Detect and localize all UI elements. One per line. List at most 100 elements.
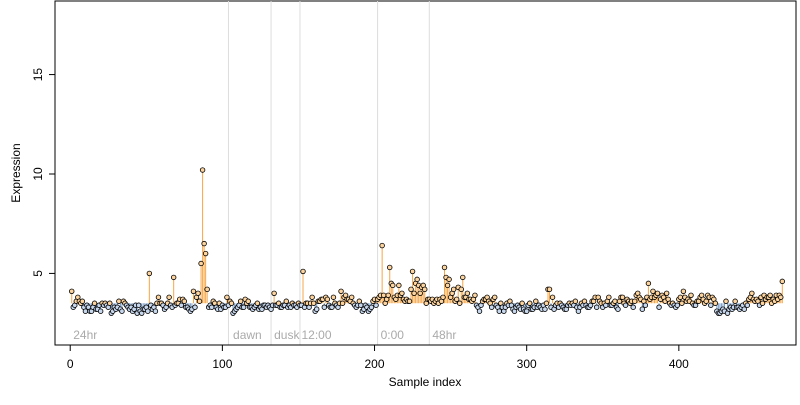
- data-point-204: [379, 242, 385, 249]
- data-point-312: [543, 300, 550, 306]
- data-point-15: [91, 300, 98, 306]
- data-point-33: [119, 308, 125, 314]
- data-point-232: [422, 286, 428, 293]
- data-point-364: [622, 302, 629, 308]
- data-point-141: [283, 298, 289, 304]
- data-point-102: [224, 294, 230, 300]
- x-axis-label: Sample index: [389, 375, 462, 389]
- data-point-442: [741, 306, 747, 312]
- data-point-200: [373, 302, 379, 308]
- data-point-51: [146, 270, 153, 277]
- data-point-459: [767, 292, 773, 298]
- region-label-3: 12:00: [301, 328, 331, 342]
- data-point-311: [542, 306, 548, 312]
- region-boundaries: [227, 1, 430, 345]
- data-point-244: [440, 294, 446, 300]
- data-point-400: [677, 294, 684, 300]
- data-point-0: [69, 288, 75, 295]
- data-point-57: [155, 294, 162, 300]
- data-point-105: [228, 300, 235, 306]
- data-point-85: [198, 260, 204, 267]
- data-point-222: [406, 298, 413, 304]
- data-point-133: [271, 290, 277, 297]
- data-point-25: [107, 300, 113, 306]
- data-point-345: [593, 304, 600, 310]
- data-point-225: [411, 290, 417, 297]
- data-point-385: [654, 290, 661, 297]
- data-point-268: [476, 308, 483, 314]
- data-point-113: [240, 304, 247, 310]
- region-label-5: 48hr: [432, 328, 456, 342]
- y-tick-label-2: 15: [31, 68, 45, 82]
- data-point-224: [409, 268, 416, 275]
- data-point-197: [368, 304, 375, 310]
- data-point-229: [417, 290, 423, 297]
- y-axis-label: Expression: [9, 143, 23, 202]
- region-label-0: 24hr: [73, 328, 97, 342]
- data-point-172: [330, 294, 337, 300]
- data-point-436: [732, 298, 738, 304]
- data-point-247: [444, 282, 451, 289]
- region-label-4: 0:00: [381, 328, 405, 342]
- data-point-74: [181, 298, 188, 304]
- data-point-420: [708, 302, 714, 308]
- data-point-316: [549, 294, 556, 300]
- data-point-251: [450, 286, 457, 293]
- data-point-7: [79, 298, 86, 304]
- data-point-227: [414, 276, 420, 283]
- data-point-278: [492, 294, 498, 300]
- data-point-50: [145, 308, 151, 314]
- y-tick-label-0: 5: [31, 270, 45, 277]
- data-point-331: [572, 298, 579, 304]
- data-point-357: [612, 298, 618, 304]
- data-point-205: [380, 292, 387, 298]
- data-point-401: [679, 300, 685, 306]
- data-point-184: [349, 294, 355, 300]
- data-point-359: [615, 306, 621, 312]
- data-point-265: [472, 292, 478, 298]
- data-point-87: [201, 240, 207, 247]
- data-point-208: [385, 292, 391, 298]
- data-point-255: [457, 300, 463, 306]
- data-point-301: [527, 300, 533, 306]
- data-point-80: [190, 288, 197, 295]
- data-point-256: [458, 286, 464, 293]
- data-point-281: [496, 308, 502, 314]
- data-point-466: [778, 294, 784, 300]
- x-axis: 0 100 200 300 400: [67, 344, 689, 371]
- x-tick-label-2: 200: [365, 357, 385, 371]
- data-point-55: [152, 308, 159, 314]
- data-points: [69, 167, 786, 316]
- data-point-377: [642, 302, 649, 308]
- data-point-217: [399, 290, 405, 297]
- data-point-417: [703, 298, 709, 304]
- deviation-stems: [71, 170, 783, 314]
- data-point-166: [321, 304, 328, 310]
- data-point-122: [254, 300, 261, 306]
- data-point-88: [202, 250, 209, 257]
- data-point-299: [523, 308, 530, 314]
- data-point-72: [178, 302, 184, 308]
- data-point-447: [749, 290, 755, 297]
- data-point-379: [645, 280, 652, 287]
- data-point-152: [300, 268, 306, 275]
- data-point-370: [632, 298, 638, 304]
- data-point-391: [663, 290, 670, 297]
- data-point-386: [656, 304, 662, 310]
- x-tick-label-1: 100: [212, 357, 232, 371]
- data-point-161: [314, 306, 320, 312]
- data-point-211: [390, 282, 396, 289]
- data-point-407: [688, 292, 694, 298]
- data-point-168: [324, 296, 331, 302]
- data-point-245: [441, 264, 448, 271]
- region-labels: 24hr dawn dusk 12:00 0:00 48hr: [73, 328, 456, 342]
- data-point-44: [135, 302, 142, 308]
- data-point-260: [464, 290, 471, 297]
- x-tick-label-3: 300: [517, 357, 537, 371]
- data-point-305: [533, 298, 539, 304]
- data-point-398: [674, 302, 681, 308]
- data-point-178: [339, 300, 346, 306]
- data-point-86: [199, 167, 206, 173]
- data-point-31: [116, 298, 122, 304]
